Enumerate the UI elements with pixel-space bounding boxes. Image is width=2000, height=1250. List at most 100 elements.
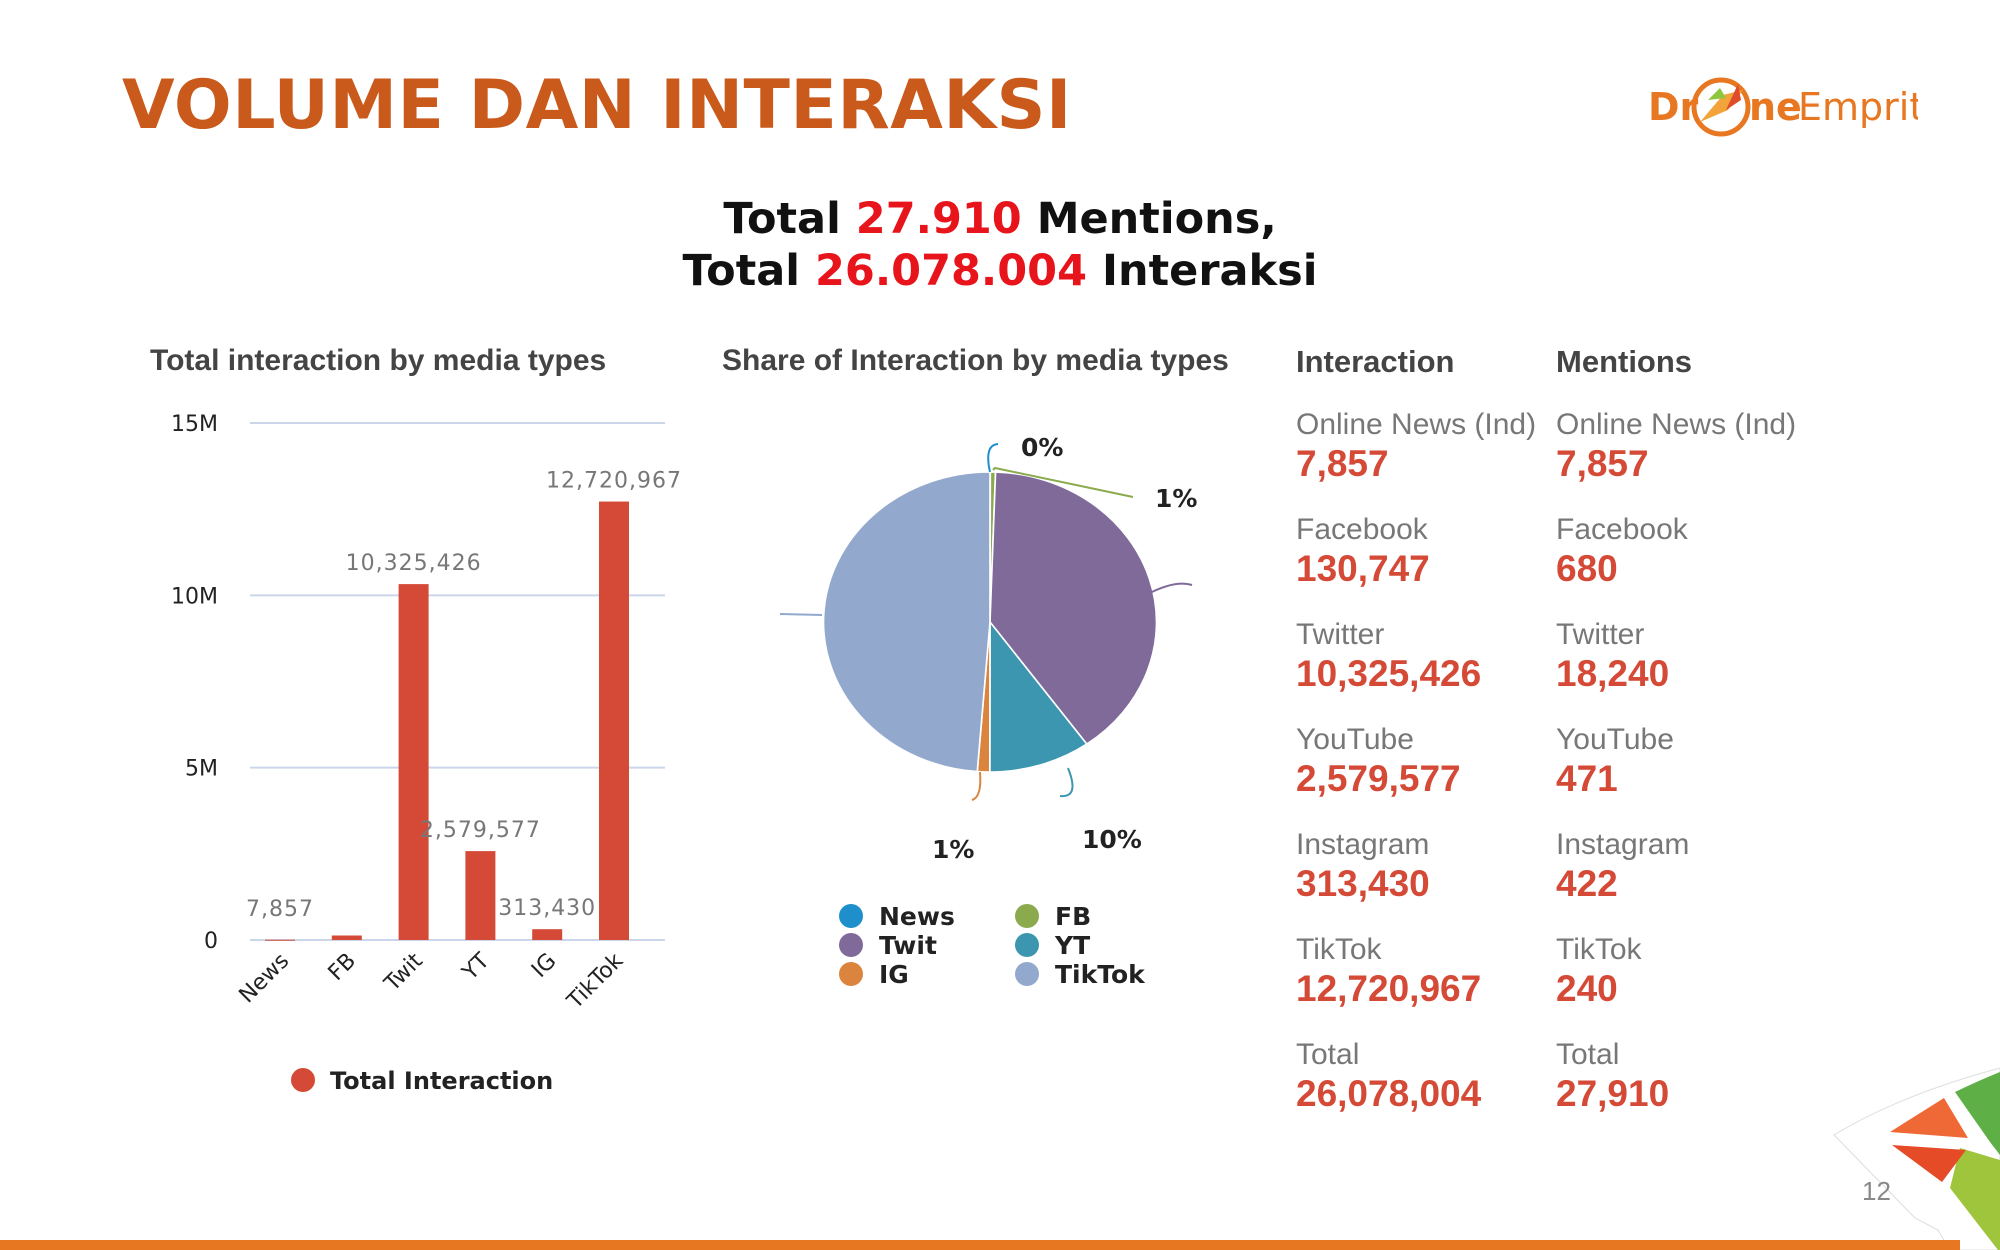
mentions-item-label: Facebook [1556,513,1688,546]
x-tick-label: TikTok [562,948,628,1014]
pie-data-label: 1% [932,835,974,864]
pie-connector [987,443,999,473]
legend-label[interactable]: Total Interaction [330,1067,553,1095]
bar-data-label: 7,857 [246,897,314,922]
mentions-item-label: Instagram [1556,828,1690,861]
pie-chart-title: Share of Interaction by media types [722,344,1229,377]
mentions-item-label: Online News (Ind) [1556,408,1797,441]
mentions-item: Instagram 422 [1556,828,1806,933]
svg-text:Emprit: Emprit [1798,85,1918,129]
bar-data-label: 2,579,577 [420,818,541,843]
legend-marker [1015,933,1039,957]
bar-news[interactable] [265,939,295,941]
summary-text: Total [682,246,815,296]
interaction-item: Instagram 313,430 [1296,828,1546,933]
mentions-item-label: Total [1556,1038,1620,1071]
mentions-column: Mentions Online News (Ind) 7,857 Facebook 6… [1556,344,1806,1143]
summary-text: Mentions, [1021,194,1277,244]
bar-ig[interactable] [532,929,563,940]
interaction-item-value: 7,857 [1296,443,1389,484]
total-interaction-value: 26.078.004 [814,246,1088,296]
bar-tiktok[interactable] [599,501,629,940]
pie-slices [822,471,1158,773]
pie-slice-yt[interactable] [988,619,1088,773]
mentions-item: Total 27,910 [1556,1038,1806,1143]
legend-marker [291,1068,315,1092]
x-tick-label: YT [457,948,495,986]
interaction-item: TikTok 12,720,967 [1296,933,1546,1038]
interaction-item-label: Facebook [1296,513,1428,546]
bar-chart: 0 5M 10M 15M 7,857 News FB 10,325,426 Twit 2,579,… [171,412,682,1095]
legend-label-ig[interactable]: IG [879,960,909,989]
y-tick-label: 0 [204,929,218,954]
interaction-item-label: Twitter [1296,618,1385,651]
interaction-item-label: YouTube [1296,723,1414,756]
pie-connector [779,613,823,616]
interaction-item-value: 12,720,967 [1296,968,1482,1009]
bar-data-label: 313,430 [498,896,596,921]
interaction-item-label: Total [1296,1038,1360,1071]
bar-data-label: 10,325,426 [346,551,482,576]
mentions-item-value: 422 [1556,863,1618,904]
interaction-item: Twitter 10,325,426 [1296,618,1546,723]
mentions-item: Facebook 680 [1556,513,1806,618]
legend-marker [839,962,863,986]
interaction-item-label: Online News (Ind) [1296,408,1537,441]
legend-marker [1015,904,1039,928]
mentions-item-value: 471 [1556,758,1618,799]
interaction-header: Interaction [1296,344,1455,379]
x-tick-label: Twit [379,948,428,997]
interaction-item-value: 26,078,004 [1296,1073,1482,1114]
interaction-item: YouTube 2,579,577 [1296,723,1546,828]
interaction-column: Interaction Online News (Ind) 7,857 Facebo… [1296,344,1546,1143]
mentions-item: Online News (Ind) 7,857 [1556,408,1806,513]
legend-label-tiktok[interactable]: TikTok [1055,960,1146,989]
mentions-item-label: Twitter [1556,618,1645,651]
pie-connector [971,771,982,801]
legend-label-fb[interactable]: FB [1055,902,1091,931]
interaction-item: Facebook 130,747 [1296,513,1546,618]
bar-twit[interactable] [398,584,429,940]
y-tick-label: 15M [171,412,218,437]
svg-text:Dr: Dr [1648,85,1699,129]
slide-title: VOLUME DAN INTERAKSI [122,66,1072,145]
legend-label-yt[interactable]: YT [1054,931,1090,960]
mentions-item-value: 7,857 [1556,443,1649,484]
pie-connector [992,466,1134,498]
page-number: 12 [1862,1176,1891,1206]
x-tick-label: IG [527,949,561,983]
interaction-item-value: 2,579,577 [1296,758,1461,799]
x-tick-label: News [235,949,295,1009]
legend-label-news[interactable]: News [879,902,955,931]
mentions-item-value: 680 [1556,548,1618,589]
y-tick-label: 5M [185,757,218,782]
mentions-item-value: 27,910 [1556,1073,1670,1114]
bar-yt[interactable] [465,851,496,940]
pie-data-label: 0% [1021,433,1063,462]
pie-data-label: 10% [1082,825,1142,854]
legend-label-twit[interactable]: Twit [879,931,937,960]
interaction-item-label: TikTok [1296,933,1382,966]
interaction-item-value: 10,325,426 [1296,653,1482,694]
mentions-item-value: 240 [1556,968,1618,1009]
pie-connector [1147,582,1193,595]
interaction-item-value: 313,430 [1296,863,1430,904]
corner-decoration [1833,1067,2000,1250]
pie-connector [1059,767,1074,798]
bar-chart-title: Total interaction by media types [150,344,607,377]
mentions-item-label: TikTok [1556,933,1642,966]
mentions-summary: Total 27.910 Mentions, [0,194,2000,244]
mentions-item: YouTube 471 [1556,723,1806,828]
legend-marker [1015,962,1039,986]
interaction-item: Online News (Ind) 7,857 [1296,408,1546,513]
summary-text: Total [723,194,856,244]
bar-fb[interactable] [331,935,362,940]
interaction-summary: Total 26.078.004 Interaksi [0,246,2000,296]
interaction-item: Total 26,078,004 [1296,1038,1546,1143]
svg-text:ne: ne [1749,85,1802,129]
bar-data-label: 12,720,967 [546,469,682,494]
pie-slice-tiktok[interactable] [822,471,991,773]
pie-slice-twit[interactable] [989,471,1158,746]
interaction-item-value: 130,747 [1296,548,1430,589]
